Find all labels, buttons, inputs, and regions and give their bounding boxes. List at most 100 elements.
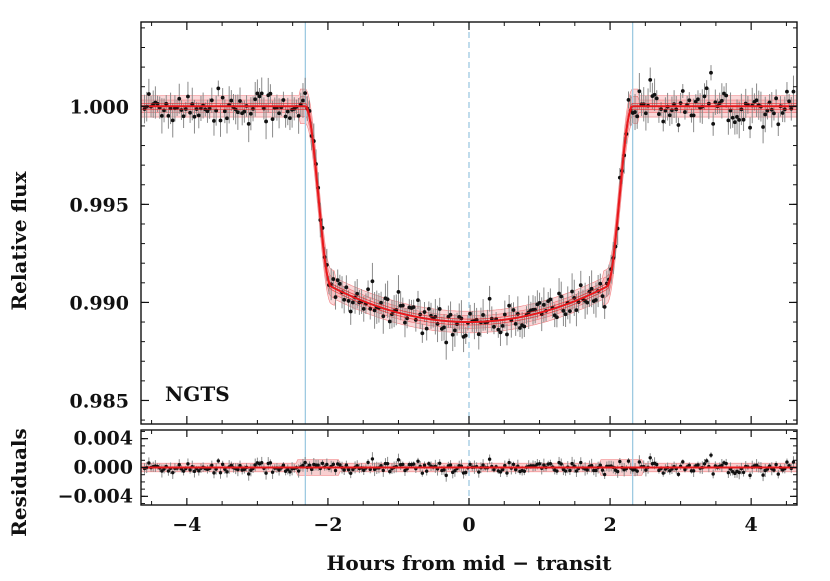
data-point bbox=[442, 325, 446, 330]
residual-point bbox=[260, 461, 264, 465]
data-point bbox=[696, 97, 700, 102]
data-point bbox=[186, 94, 190, 99]
residual-point bbox=[691, 469, 696, 473]
residual-point bbox=[385, 461, 390, 466]
data-point bbox=[598, 281, 603, 286]
data-point bbox=[188, 110, 193, 115]
data-point bbox=[344, 285, 349, 290]
data-point bbox=[513, 321, 518, 326]
data-point bbox=[216, 86, 221, 91]
main-reference-lines bbox=[304, 22, 634, 424]
data-point bbox=[463, 333, 468, 338]
residual-point bbox=[676, 472, 681, 477]
residual-point bbox=[316, 463, 320, 467]
residual-point bbox=[344, 463, 349, 467]
data-point bbox=[676, 123, 681, 127]
residual-point bbox=[785, 460, 789, 464]
residual-point bbox=[381, 468, 385, 473]
data-point bbox=[238, 99, 242, 103]
residual-point bbox=[442, 468, 446, 472]
residual-point bbox=[416, 459, 420, 463]
data-point bbox=[555, 315, 559, 320]
residual-point bbox=[192, 469, 197, 474]
residual-point bbox=[181, 469, 186, 473]
data-point bbox=[368, 306, 373, 311]
residual-point bbox=[559, 462, 563, 466]
residual-point bbox=[709, 453, 713, 457]
residual-point bbox=[704, 459, 709, 463]
residual-point bbox=[568, 468, 572, 473]
data-point bbox=[637, 89, 642, 94]
data-point bbox=[372, 308, 377, 313]
data-point bbox=[500, 323, 505, 328]
main-model-curves bbox=[141, 103, 797, 326]
residual-point bbox=[338, 463, 342, 467]
model-curve bbox=[141, 105, 797, 323]
data-point bbox=[702, 94, 707, 99]
residual-point bbox=[748, 473, 752, 478]
data-point bbox=[225, 116, 229, 121]
data-point bbox=[251, 106, 255, 111]
data-point bbox=[776, 122, 781, 127]
residual-point bbox=[522, 469, 527, 473]
residual-point bbox=[772, 468, 776, 472]
data-point bbox=[687, 98, 692, 103]
data-point bbox=[600, 294, 605, 298]
residual-point bbox=[505, 471, 509, 475]
residual-point bbox=[711, 472, 715, 476]
data-point bbox=[492, 324, 496, 329]
residual-point bbox=[618, 459, 622, 464]
residual-point bbox=[366, 460, 370, 465]
data-point bbox=[459, 316, 464, 321]
residual-point bbox=[396, 458, 401, 462]
data-point bbox=[741, 117, 746, 122]
data-point bbox=[568, 309, 572, 314]
x-tick-label: −4 bbox=[172, 514, 201, 536]
data-point bbox=[693, 99, 698, 104]
residual-point bbox=[424, 469, 429, 473]
residual-point bbox=[216, 459, 221, 463]
residual-point bbox=[420, 471, 425, 475]
data-point bbox=[661, 119, 666, 124]
residual-point bbox=[487, 457, 492, 461]
data-point bbox=[765, 108, 770, 113]
residual-point bbox=[683, 467, 687, 472]
residual-point bbox=[427, 462, 431, 466]
data-point bbox=[303, 91, 308, 95]
residual-point bbox=[351, 467, 355, 472]
data-point bbox=[196, 113, 201, 118]
residual-point bbox=[720, 463, 724, 468]
residual-point bbox=[589, 463, 594, 468]
residual-point bbox=[477, 470, 481, 474]
data-point bbox=[481, 313, 486, 317]
y-tick-label: 1.000 bbox=[70, 96, 130, 118]
residual-point bbox=[247, 472, 251, 476]
residual-point bbox=[288, 470, 292, 474]
y-tick-label: 0.995 bbox=[70, 194, 130, 216]
data-point bbox=[424, 326, 429, 331]
data-point bbox=[253, 97, 258, 102]
residual-point bbox=[401, 462, 405, 467]
data-point bbox=[437, 307, 442, 311]
data-point bbox=[754, 98, 759, 103]
data-point bbox=[730, 115, 735, 120]
residual-point bbox=[570, 461, 574, 466]
data-point bbox=[285, 109, 290, 114]
x-tick-label: −2 bbox=[313, 514, 342, 536]
data-point bbox=[691, 113, 696, 118]
residual-point bbox=[342, 468, 346, 472]
data-point bbox=[761, 125, 765, 129]
data-point bbox=[333, 295, 338, 300]
data-point bbox=[159, 113, 164, 118]
data-point bbox=[264, 119, 268, 124]
data-point bbox=[259, 91, 264, 96]
residual-point bbox=[579, 460, 583, 465]
residual-point bbox=[681, 460, 685, 464]
data-point bbox=[283, 114, 288, 119]
data-point bbox=[222, 109, 227, 114]
data-point bbox=[381, 314, 386, 319]
residual-point bbox=[331, 462, 336, 467]
data-point bbox=[502, 312, 507, 317]
data-point bbox=[585, 300, 590, 305]
